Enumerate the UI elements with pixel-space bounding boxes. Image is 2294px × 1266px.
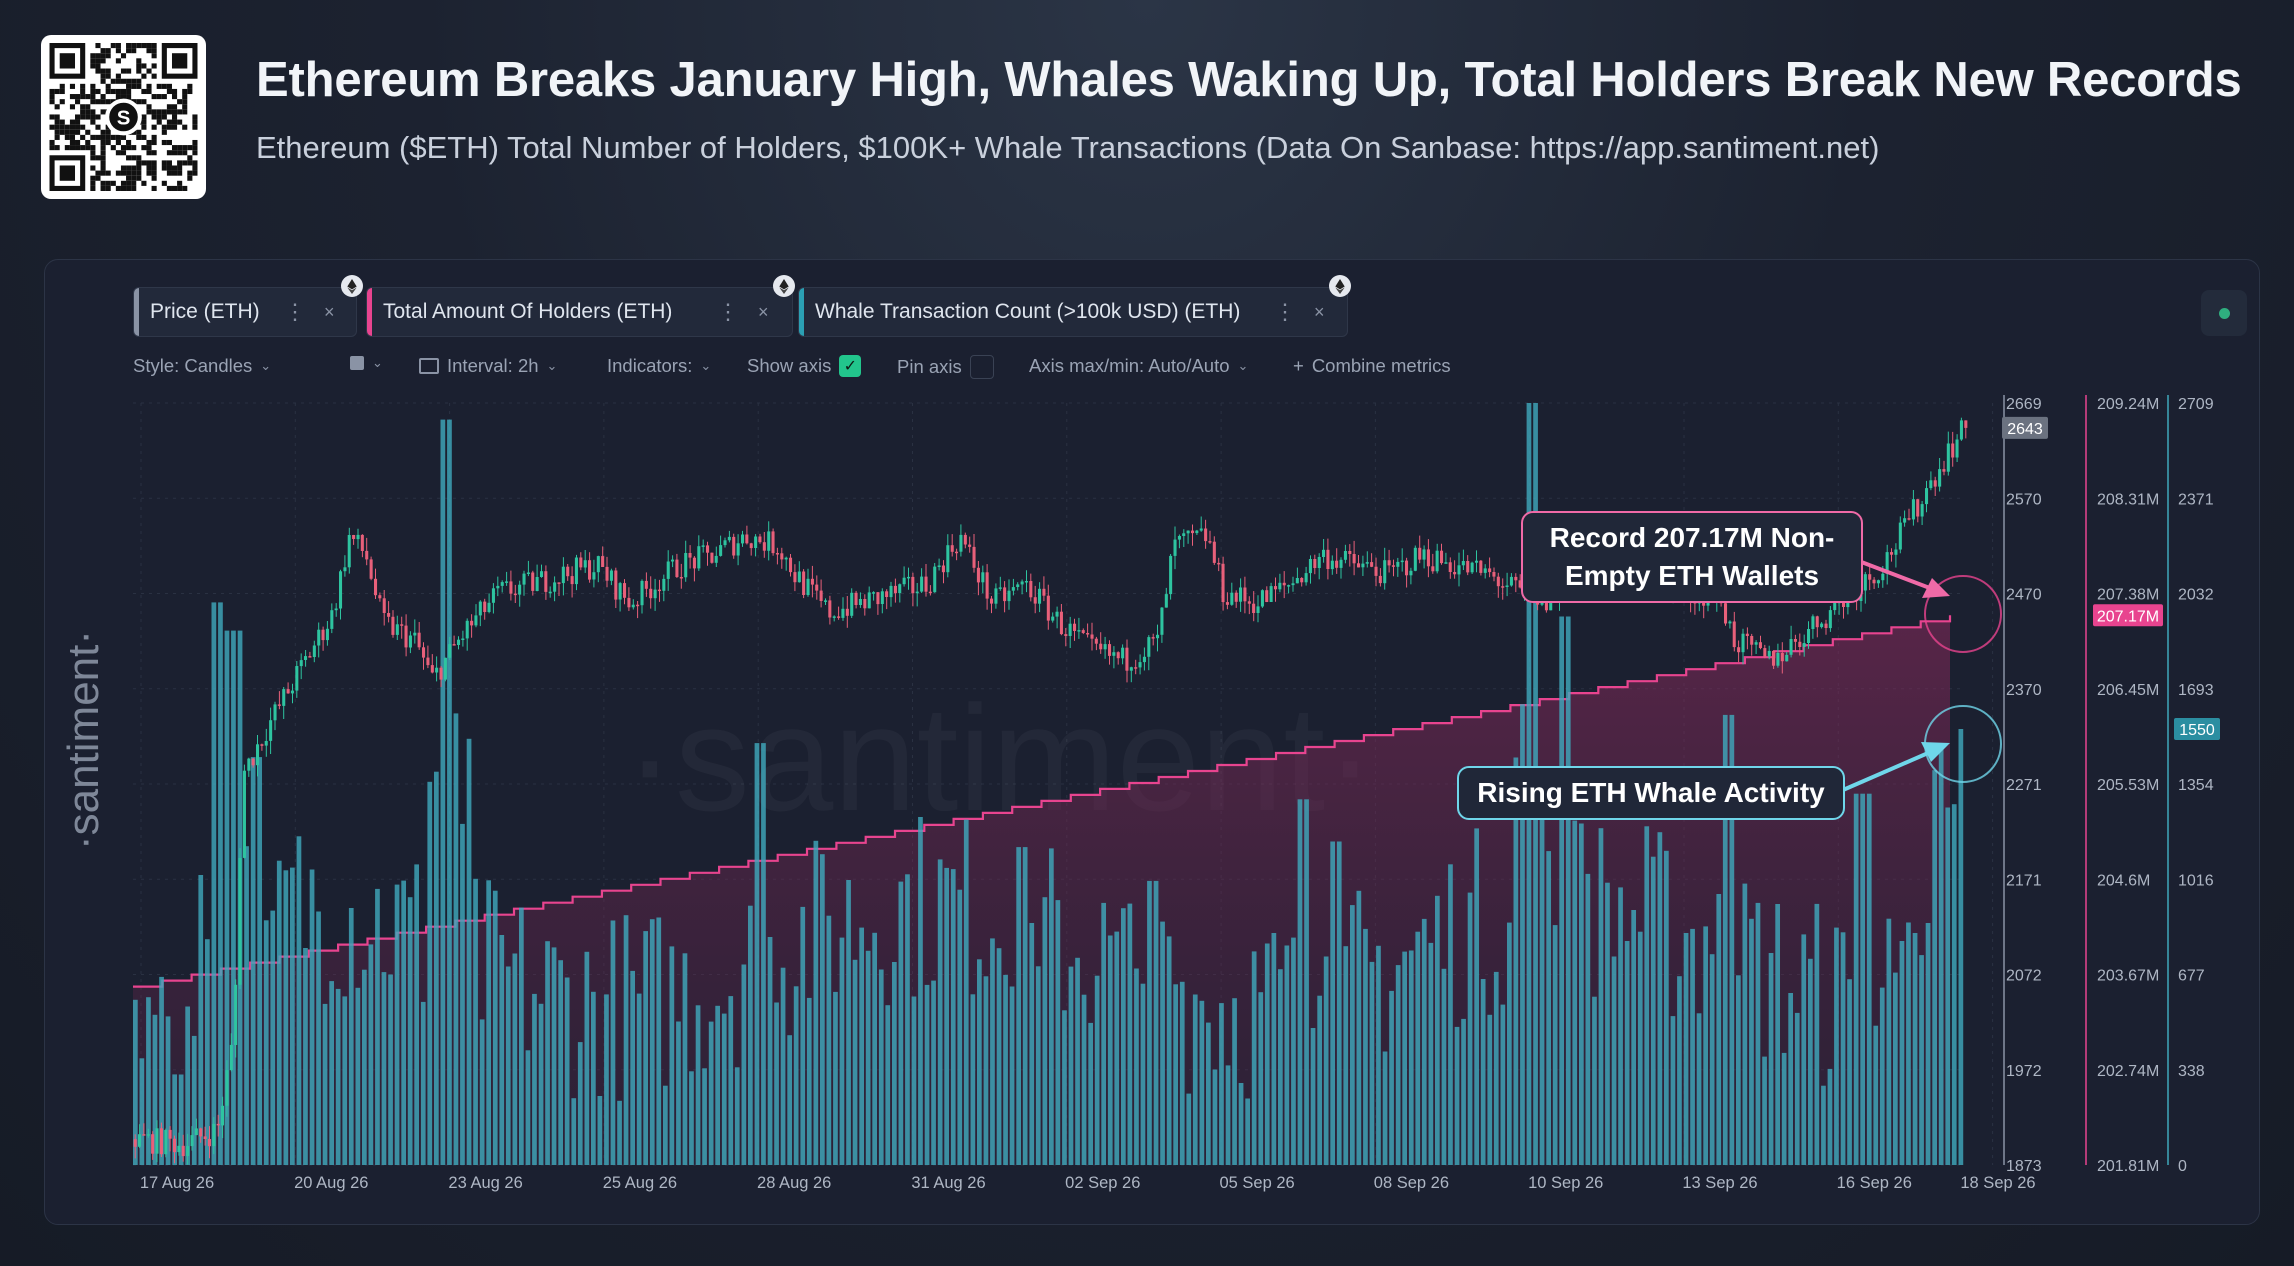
- tab-label: Whale Transaction Count (>100k USD) (ETH…: [815, 300, 1241, 323]
- plus-icon: +: [1293, 355, 1304, 376]
- status-dot-icon: [2219, 308, 2230, 319]
- chevron-down-icon: ⌄: [372, 355, 383, 370]
- pin-axis-toggle[interactable]: Pin axis: [897, 355, 994, 379]
- qr-code: S: [41, 35, 206, 199]
- qr-code-pattern: S: [49, 43, 198, 191]
- status-indicator-button[interactable]: [2201, 290, 2247, 336]
- more-options-icon[interactable]: ⋮: [284, 299, 306, 324]
- tab-label: Price (ETH): [150, 300, 260, 323]
- page-subtitle: Ethereum ($ETH) Total Number of Holders,…: [256, 130, 1880, 165]
- indicators-label: Indicators:: [607, 355, 693, 376]
- style-selector[interactable]: Style: Candles ⌄: [133, 355, 271, 377]
- svg-text:S: S: [117, 108, 131, 130]
- show-axis-label: Show axis: [747, 355, 832, 376]
- pin-axis-label: Pin axis: [897, 356, 962, 377]
- calendar-icon: [419, 358, 439, 374]
- checkbox-checked-icon[interactable]: ✓: [839, 355, 862, 377]
- close-icon[interactable]: ×: [1314, 301, 1325, 322]
- callout-holders: Record 207.17M Non-Empty ETH Wallets: [1521, 511, 1863, 603]
- tab-holders[interactable]: Total Amount Of Holders (ETH) ⋮ ×: [366, 275, 795, 337]
- style-label: Style: Candles: [133, 355, 253, 376]
- chart-panel: Price (ETH) ⋮ × Total Amount Of Holders …: [44, 259, 2260, 1225]
- tab-color-bar: [134, 288, 139, 336]
- ethereum-icon: [1329, 275, 1351, 297]
- chevron-down-icon: ⌄: [1237, 358, 1249, 373]
- show-axis-toggle[interactable]: Show axis ✓: [747, 355, 862, 377]
- indicators-selector[interactable]: Indicators: ⌄: [607, 355, 711, 377]
- chevron-down-icon: ⌄: [700, 358, 712, 373]
- axis-range-selector[interactable]: Axis max/min: Auto/Auto ⌄: [1029, 355, 1248, 377]
- combine-metrics-button[interactable]: + Combine metrics: [1293, 355, 1451, 377]
- close-icon[interactable]: ×: [324, 301, 335, 322]
- close-icon[interactable]: ×: [758, 301, 769, 322]
- tab-color-bar: [367, 288, 372, 336]
- tab-color-bar: [799, 288, 804, 336]
- ethereum-icon: [341, 275, 363, 297]
- interval-label: Interval: 2h: [447, 355, 539, 376]
- tab-label: Total Amount Of Holders (ETH): [383, 300, 673, 323]
- chevron-down-icon: ⌄: [260, 358, 272, 373]
- more-options-icon[interactable]: ⋮: [717, 299, 739, 324]
- color-swatch-icon: [350, 356, 364, 370]
- color-selector[interactable]: ⌄: [350, 355, 383, 371]
- interval-selector[interactable]: Interval: 2h ⌄: [419, 355, 557, 377]
- more-options-icon[interactable]: ⋮: [1274, 299, 1296, 324]
- callout-whales: Rising ETH Whale Activity: [1457, 766, 1845, 820]
- tab-price[interactable]: Price (ETH) ⋮ ×: [133, 275, 363, 337]
- ethereum-icon: [773, 275, 795, 297]
- checkbox-icon[interactable]: [969, 355, 994, 379]
- chevron-down-icon: ⌄: [546, 358, 558, 373]
- axis-range-label: Axis max/min: Auto/Auto: [1029, 355, 1230, 376]
- page-title: Ethereum Breaks January High, Whales Wak…: [256, 53, 2242, 107]
- combine-metrics-label: Combine metrics: [1311, 355, 1451, 376]
- tab-whale-transactions[interactable]: Whale Transaction Count (>100k USD) (ETH…: [798, 275, 1351, 337]
